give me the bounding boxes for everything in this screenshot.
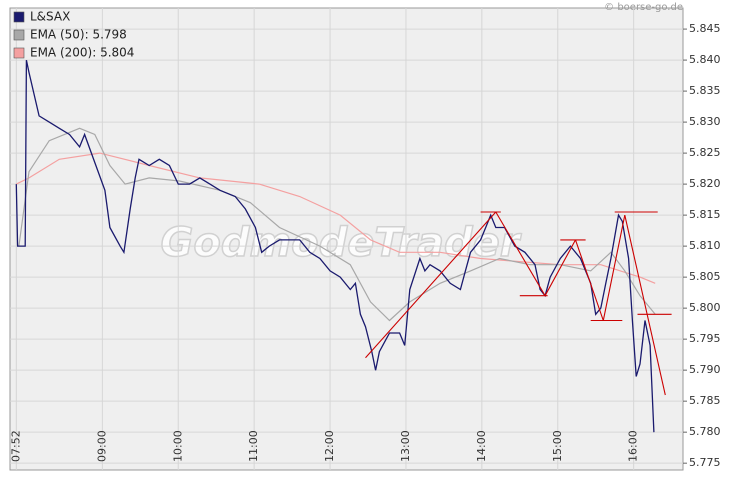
x-tick-label: 16:00 xyxy=(627,430,640,462)
price-line xyxy=(15,59,655,433)
legend-label: EMA (50): 5.798 xyxy=(30,28,127,42)
plot-area xyxy=(9,7,684,471)
y-tick-label: 5.845 xyxy=(689,22,721,35)
price-line xyxy=(18,127,656,322)
y-tick-label: 5.840 xyxy=(689,53,721,66)
x-tick-label: 11:00 xyxy=(247,430,260,462)
y-tick-label: 5.830 xyxy=(689,115,721,128)
y-tick-label: 5.825 xyxy=(689,146,721,159)
legend-swatch xyxy=(13,29,25,41)
x-tick-label: 12:00 xyxy=(323,430,336,462)
x-tick-label: 09:00 xyxy=(95,430,108,462)
trend-line xyxy=(495,211,546,296)
y-tick-label: 5.820 xyxy=(689,177,721,190)
y-tick-label: 5.775 xyxy=(689,456,721,469)
trend-line xyxy=(624,214,666,396)
x-tick-label: 07:52 xyxy=(9,430,22,462)
x-tick-label: 14:00 xyxy=(475,430,488,462)
y-tick-label: 5.795 xyxy=(689,332,721,345)
legend-label: EMA (200): 5.804 xyxy=(30,46,134,60)
copyright: © boerse-go.de xyxy=(604,2,683,13)
legend-label: L&SAX xyxy=(30,10,70,24)
y-tick-label: 5.780 xyxy=(689,425,721,438)
trend-line xyxy=(602,214,626,321)
trend-line xyxy=(365,211,497,359)
trend-line xyxy=(574,239,604,321)
x-tick-label: 15:00 xyxy=(551,430,564,462)
x-tick-label: 13:00 xyxy=(399,430,412,462)
y-tick-label: 5.785 xyxy=(689,394,721,407)
x-tick-label: 10:00 xyxy=(171,430,184,462)
y-tick-label: 5.810 xyxy=(689,239,721,252)
y-tick-label: 5.805 xyxy=(689,270,721,283)
y-tick-label: 5.835 xyxy=(689,84,721,97)
trend-line xyxy=(544,239,576,296)
y-tick-label: 5.815 xyxy=(689,208,721,221)
y-tick-label: 5.800 xyxy=(689,301,721,314)
legend-swatch xyxy=(13,47,25,59)
y-tick-label: 5.790 xyxy=(689,363,721,376)
watermark: GodmodeTrader xyxy=(161,220,522,266)
price-line xyxy=(16,152,656,284)
legend-swatch xyxy=(13,11,25,23)
